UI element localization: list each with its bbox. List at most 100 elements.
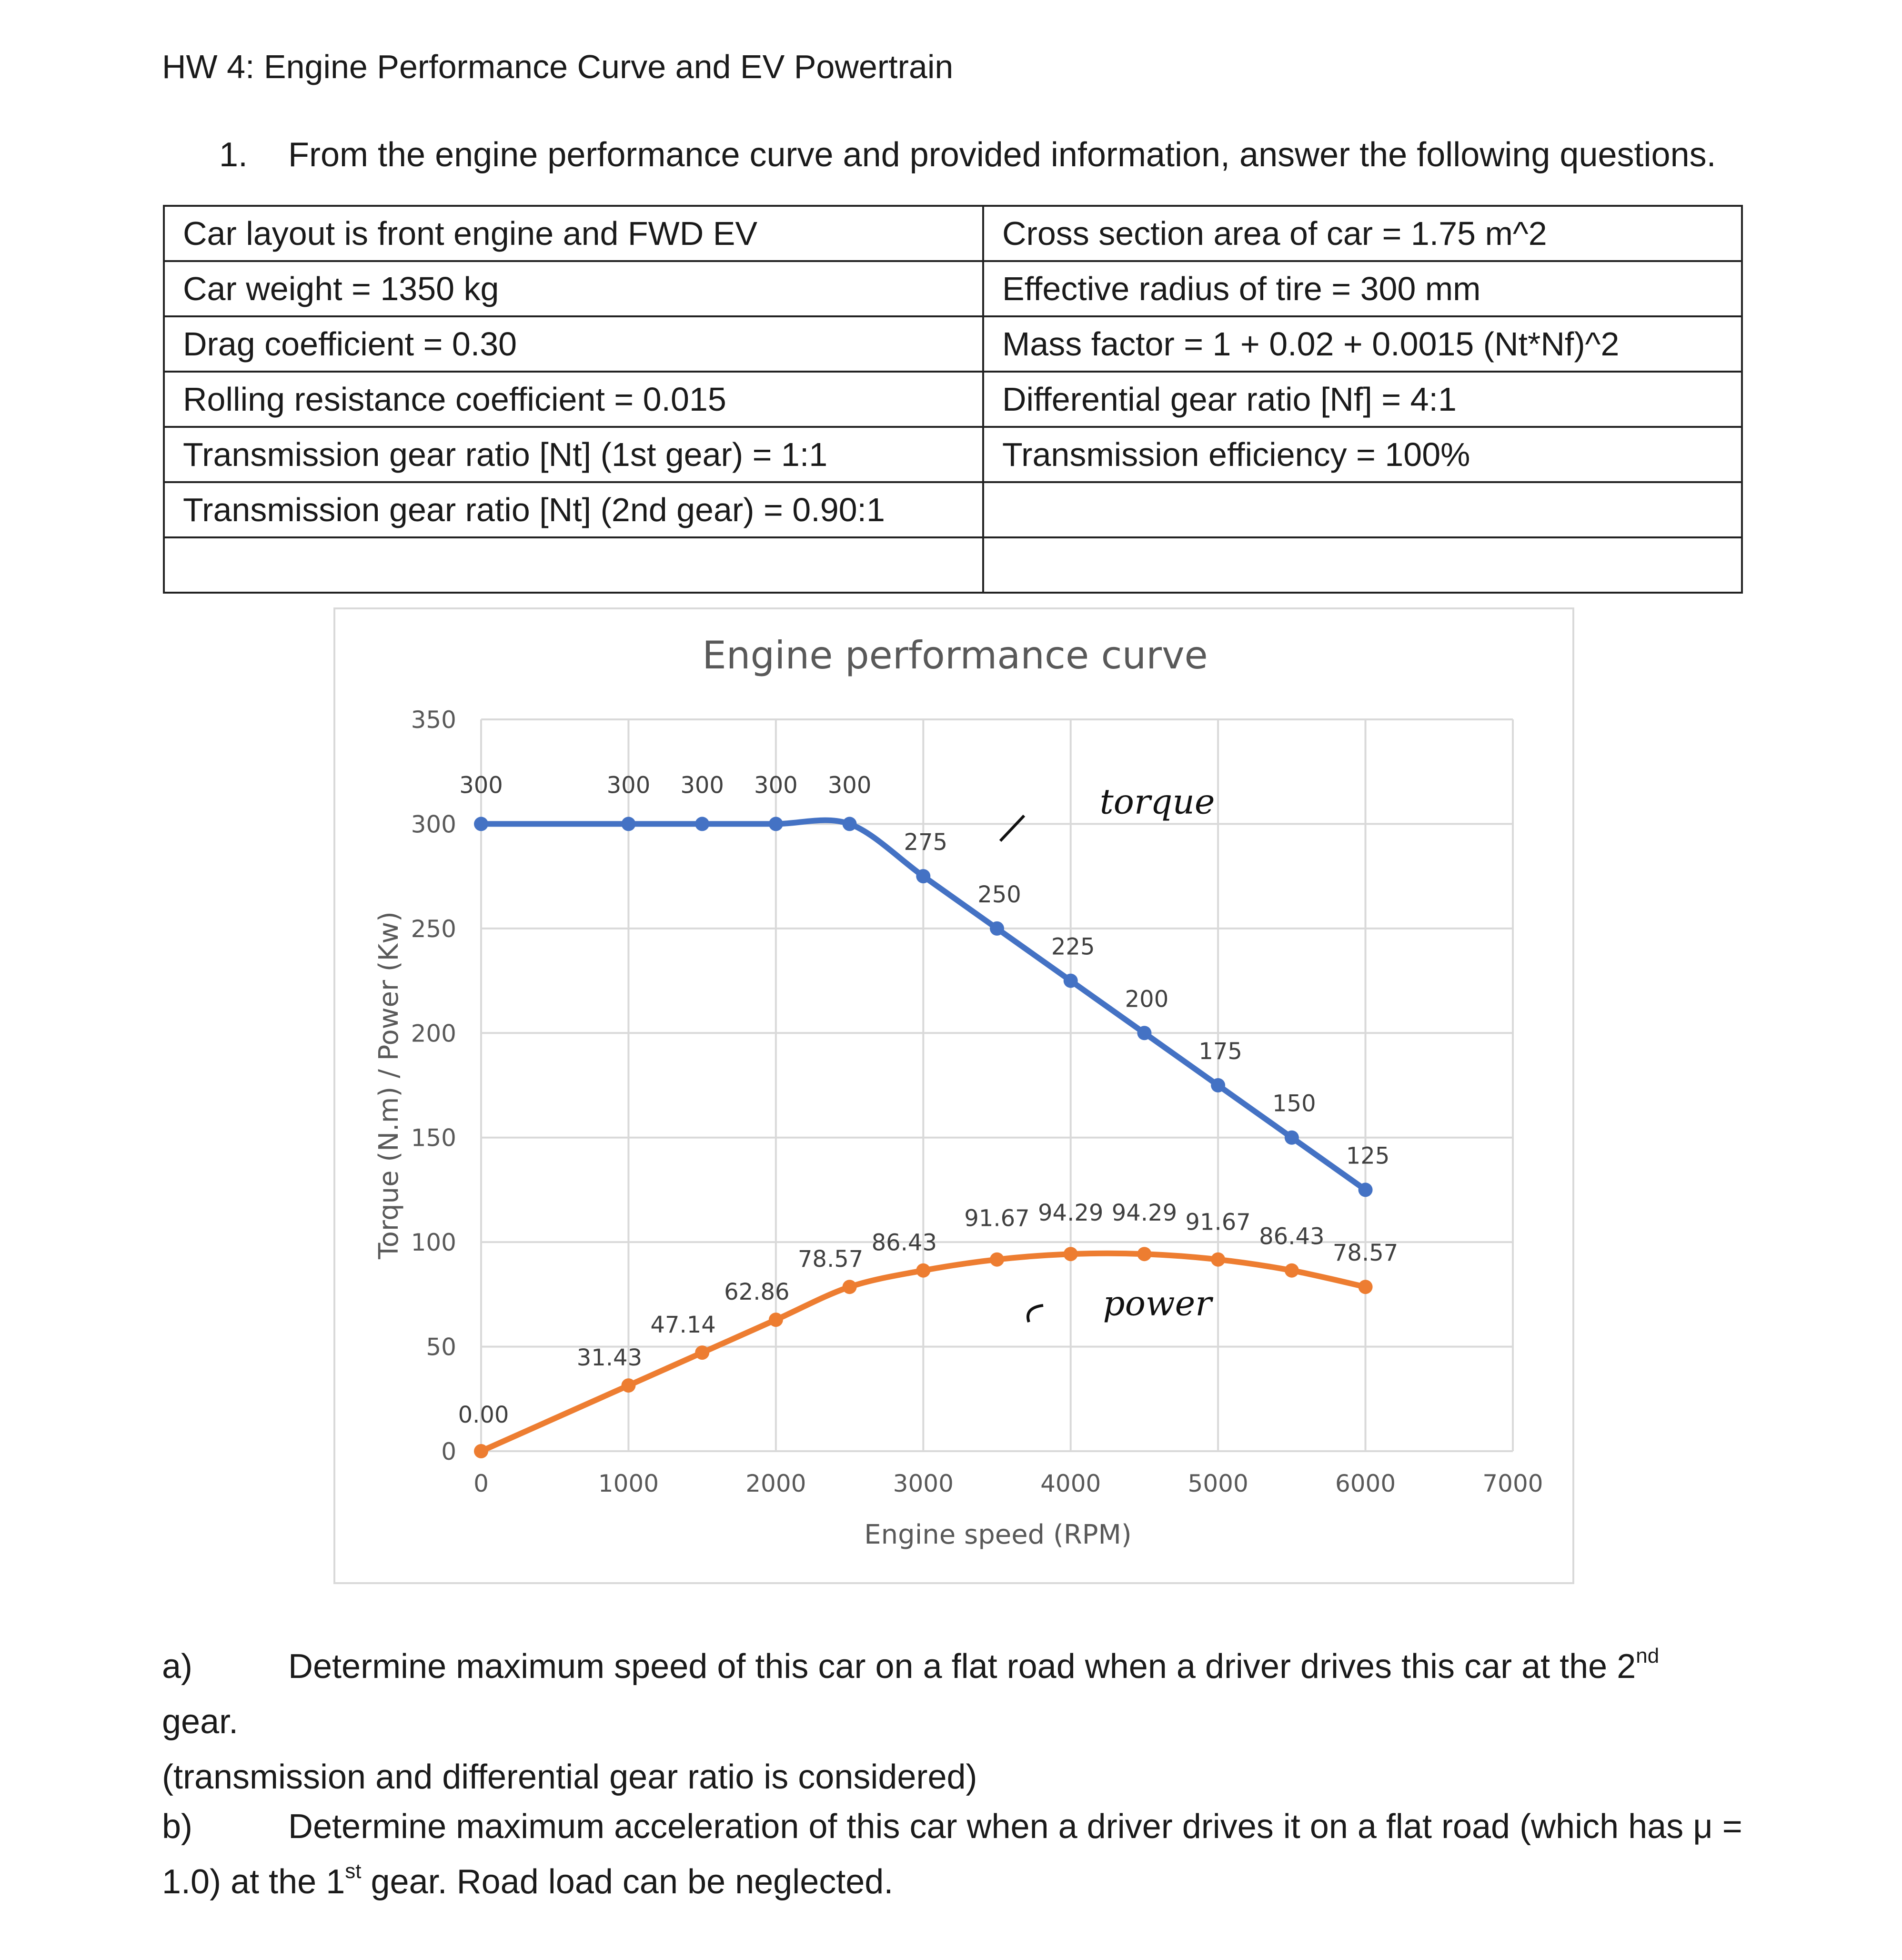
table-cell: Drag coefficient = 0.30 xyxy=(163,315,984,373)
data-point xyxy=(990,1252,1004,1267)
part-a: a) Determine maximum speed of this car on… xyxy=(162,1639,1743,1805)
data-point xyxy=(1358,1280,1373,1294)
x-tick-label: 0 xyxy=(473,1470,489,1497)
y-tick-label: 0 xyxy=(441,1438,456,1465)
data-label: 300 xyxy=(680,772,724,798)
data-label: 300 xyxy=(754,772,798,798)
table-cell xyxy=(163,536,984,594)
data-point xyxy=(916,1263,931,1278)
part-b-ordinal: st xyxy=(345,1859,362,1883)
data-point xyxy=(916,869,931,884)
data-label: 150 xyxy=(1272,1091,1316,1117)
data-point xyxy=(621,817,636,831)
part-b: b) Determine maximum acceleration of this… xyxy=(162,1799,1743,1909)
data-point xyxy=(1211,1078,1226,1092)
data-label: 78.57 xyxy=(1333,1240,1398,1266)
part-a-text: Determine maximum speed of this car on a… xyxy=(288,1647,1636,1686)
table-row: Drag coefficient = 0.30 Mass factor = 1 +… xyxy=(163,315,1743,373)
table-row: Car layout is front engine and FWD EV Cro… xyxy=(163,205,1743,262)
data-label: 225 xyxy=(1051,934,1095,960)
x-tick-label: 7000 xyxy=(1482,1470,1543,1497)
chart-area xyxy=(333,607,1574,1584)
data-label: 86.43 xyxy=(872,1230,937,1256)
table-cell: Rolling resistance coefficient = 0.015 xyxy=(163,371,984,428)
data-label: 250 xyxy=(977,881,1021,908)
data-point xyxy=(990,921,1004,936)
handwritten-annotation: power xyxy=(1103,1283,1214,1324)
y-axis-title: Torque (N.m) / Power (Kw) xyxy=(373,911,404,1260)
x-tick-label: 5000 xyxy=(1188,1470,1248,1497)
table-cell: Mass factor = 1 + 0.02 + 0.0015 (Nt*Nf)^… xyxy=(982,315,1743,373)
data-label: 300 xyxy=(459,772,503,798)
part-a-label: a) xyxy=(162,1647,193,1686)
x-tick-label: 6000 xyxy=(1335,1470,1396,1497)
table-row: Rolling resistance coefficient = 0.015 Di… xyxy=(163,371,1743,428)
data-point xyxy=(1358,1182,1373,1197)
data-label: 0.00 xyxy=(458,1402,509,1428)
part-b-text: Determine maximum acceleration of this c… xyxy=(288,1808,1742,1846)
data-label: 91.67 xyxy=(1185,1209,1250,1236)
x-tick-label: 3000 xyxy=(893,1470,954,1497)
data-label: 200 xyxy=(1125,986,1169,1012)
part-b-line2-end: gear. Road load can be neglected. xyxy=(361,1863,894,1901)
data-point xyxy=(1284,1263,1299,1278)
handwritten-annotation: torque xyxy=(1100,781,1215,821)
data-point xyxy=(695,817,710,831)
data-label: 47.14 xyxy=(650,1312,715,1338)
data-label: 300 xyxy=(607,772,651,798)
table-cell xyxy=(982,536,1743,594)
part-a-line2: (transmission and differential gear rati… xyxy=(162,1758,977,1796)
annotation-tick xyxy=(999,814,1026,842)
table-cell: Cross section area of car = 1.75 m^2 xyxy=(982,205,1743,262)
data-label: 94.29 xyxy=(1112,1200,1177,1226)
data-point xyxy=(474,1444,488,1458)
question-number: 1. xyxy=(219,136,248,174)
data-label: 300 xyxy=(828,772,872,798)
table-cell: Transmission gear ratio [Nt] (1st gear) … xyxy=(163,426,984,483)
data-label: 31.43 xyxy=(577,1344,642,1371)
data-point xyxy=(768,817,783,831)
y-tick-label: 200 xyxy=(411,1020,456,1047)
x-axis-title: Engine speed (RPM) xyxy=(864,1519,1131,1550)
part-b-line2-start: 1.0) at the 1 xyxy=(162,1863,345,1901)
table-row: Transmission gear ratio [Nt] (1st gear) … xyxy=(163,426,1743,483)
part-b-line2: 1.0) at the 1st gear. Road load can be n… xyxy=(162,1854,1743,1909)
data-label: 78.57 xyxy=(798,1246,863,1273)
table-cell: Transmission efficiency = 100% xyxy=(982,426,1743,483)
data-label: 175 xyxy=(1198,1038,1242,1065)
table-row: Transmission gear ratio [Nt] (2nd gear) … xyxy=(163,481,1743,538)
data-point xyxy=(842,817,857,831)
data-point xyxy=(1063,973,1078,988)
data-point xyxy=(474,817,488,831)
chart-title: Engine performance curve xyxy=(702,633,1208,677)
table-cell: Differential gear ratio [Nf] = 4:1 xyxy=(982,371,1743,428)
annotation-tick xyxy=(1026,1304,1044,1323)
x-tick-label: 1000 xyxy=(598,1470,659,1497)
data-label: 125 xyxy=(1346,1142,1390,1169)
part-a-text-end: gear. xyxy=(162,1703,239,1741)
data-label: 62.86 xyxy=(724,1279,789,1305)
page-title: HW 4: Engine Performance Curve and EV Po… xyxy=(162,48,954,85)
data-point xyxy=(768,1313,783,1327)
table-row: Car weight = 1350 kg Effective radius of … xyxy=(163,260,1743,317)
info-table: Car layout is front engine and FWD EV Cro… xyxy=(163,205,1743,594)
y-tick-label: 50 xyxy=(426,1334,456,1361)
data-point xyxy=(621,1378,636,1393)
table-cell: Transmission gear ratio [Nt] (2nd gear) … xyxy=(163,481,984,538)
y-tick-label: 350 xyxy=(411,706,456,734)
data-label: 91.67 xyxy=(964,1205,1029,1232)
data-label: 275 xyxy=(904,829,947,856)
part-b-label: b) xyxy=(162,1808,193,1846)
y-tick-label: 100 xyxy=(411,1229,456,1256)
x-tick-label: 4000 xyxy=(1040,1470,1101,1497)
table-cell: Car weight = 1350 kg xyxy=(163,260,984,317)
data-point xyxy=(1211,1252,1226,1267)
data-point xyxy=(1137,1026,1152,1041)
y-tick-label: 300 xyxy=(411,810,456,838)
table-row xyxy=(163,536,1743,594)
y-tick-label: 150 xyxy=(411,1124,456,1152)
x-tick-label: 2000 xyxy=(745,1470,806,1497)
data-label: 94.29 xyxy=(1038,1200,1103,1226)
table-cell: Effective radius of tire = 300 mm xyxy=(982,260,1743,317)
